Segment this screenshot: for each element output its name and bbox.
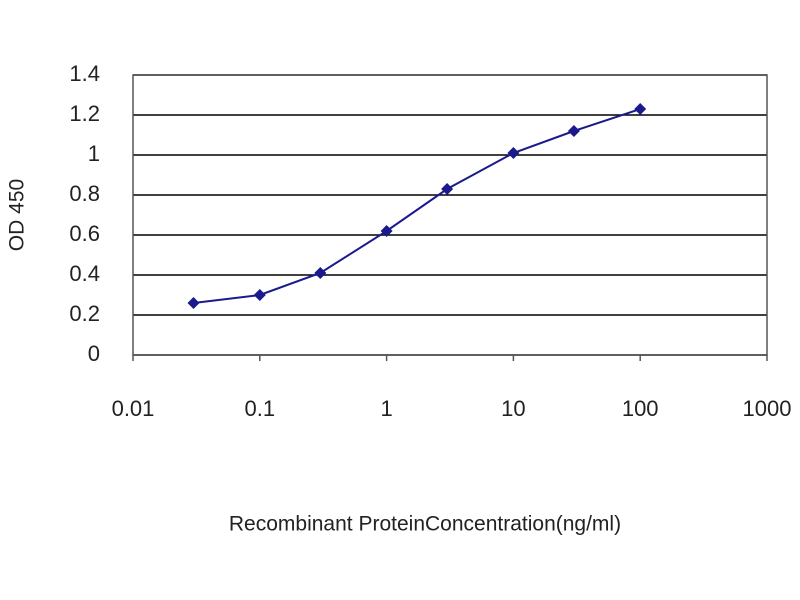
x-tick-label: 100 — [622, 396, 659, 421]
data-point — [187, 297, 200, 309]
data-point — [441, 183, 454, 195]
x-axis-title: Recombinant ProteinConcentration(ng/ml) — [229, 513, 621, 536]
y-tick-label: 1.4 — [69, 61, 100, 86]
data-line — [193, 108, 641, 304]
y-axis-title: OD 450 — [6, 179, 29, 251]
plot-frame — [132, 74, 768, 356]
x-tick-label: 1 — [380, 396, 392, 421]
data-point — [567, 125, 580, 137]
data-point — [634, 103, 647, 115]
y-tick-label: 0 — [88, 341, 100, 366]
y-tick-label: 1.2 — [69, 101, 100, 126]
x-tick-label: 0.01 — [112, 396, 155, 421]
y-tick-label: 1 — [88, 141, 100, 166]
x-tick-label: 1000 — [743, 396, 792, 421]
x-tick-label: 10 — [501, 396, 525, 421]
y-tick-label: 0.6 — [69, 221, 100, 246]
x-tick-label: 0.1 — [245, 396, 276, 421]
data-point — [314, 267, 327, 279]
data-point — [253, 289, 266, 301]
data-point — [507, 147, 520, 159]
y-tick-label: 0.4 — [69, 261, 100, 286]
y-tick-label: 0.8 — [69, 181, 100, 206]
data-point — [380, 225, 393, 237]
y-tick-label: 0.2 — [69, 301, 100, 326]
